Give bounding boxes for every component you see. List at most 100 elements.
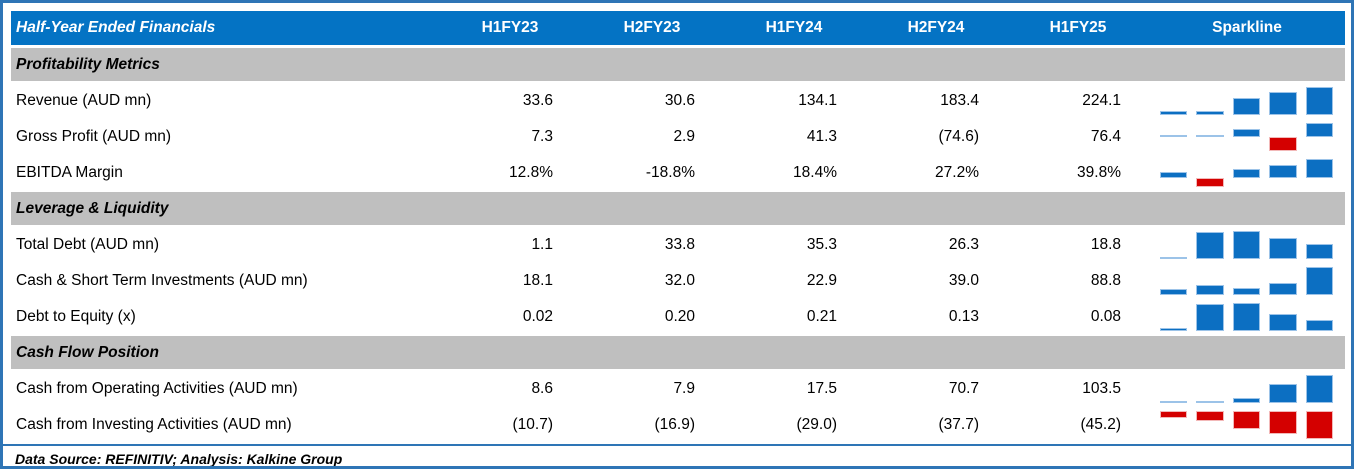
sparkline-bar-positive	[1196, 110, 1224, 115]
sparkline-chart	[1149, 374, 1345, 403]
sparkline-bar-positive	[1269, 383, 1297, 403]
sparkline-chart	[1149, 86, 1345, 115]
sparkline-bar-positive	[1196, 400, 1224, 403]
sparkline-bar-positive	[1305, 266, 1334, 295]
value-cell: 8.6	[531, 379, 553, 397]
table-row-ebitda-margin: EBITDA Margin 12.8% -18.8% 18.4% 27.2% 3…	[11, 156, 1345, 189]
value-cell: 35.3	[806, 235, 837, 253]
sparkline-bar-positive	[1196, 284, 1224, 295]
row-label: Cash & Short Term Investments (AUD mn)	[16, 271, 308, 289]
value-cell: -18.8%	[645, 163, 695, 181]
sparkline-bar-positive	[1305, 86, 1334, 115]
column-header-h1fy23: H1FY23	[481, 19, 539, 36]
value-cell: 134.1	[798, 91, 837, 109]
row-label: Total Debt (AUD mn)	[16, 235, 159, 253]
sparkline-bar-positive	[1232, 168, 1261, 178]
value-cell: 183.4	[940, 91, 979, 109]
sparkline-bar-positive	[1160, 327, 1188, 331]
footer-divider	[3, 444, 1351, 446]
value-cell: 33.8	[664, 235, 695, 253]
value-cell: 88.8	[1090, 271, 1121, 289]
table-header-row: Half-Year Ended Financials H1FY23 H2FY23…	[11, 11, 1345, 45]
value-cell: 103.5	[1082, 379, 1121, 397]
table-row-total-debt: Total Debt (AUD mn) 1.1 33.8 35.3 26.3 1…	[11, 228, 1345, 261]
sparkline-chart	[1149, 230, 1345, 259]
sparkline-bar-positive	[1196, 303, 1224, 331]
section-header-cash-flow-position: Cash Flow Position	[11, 336, 1345, 369]
value-cell: 1.1	[531, 235, 553, 253]
sparkline-bar-positive	[1305, 374, 1334, 403]
sparkline-bar-negative	[1269, 410, 1297, 434]
section-title: Leverage & Liquidity	[16, 199, 169, 217]
sparkline-chart	[1149, 410, 1345, 439]
sparkline-bar-negative	[1269, 136, 1297, 151]
sparkline-bar-positive	[1305, 319, 1334, 331]
value-cell: 22.9	[806, 271, 837, 289]
column-header-h2fy23: H2FY23	[623, 19, 681, 36]
sparkline-bar-positive	[1305, 122, 1334, 137]
sparkline-bar-positive	[1232, 302, 1261, 331]
value-cell: 39.0	[948, 271, 979, 289]
sparkline-bar-negative	[1196, 177, 1224, 187]
sparkline-bar-positive	[1269, 313, 1297, 331]
value-cell: 17.5	[806, 379, 837, 397]
column-header-sparkline: Sparkline	[1212, 19, 1282, 36]
value-cell: (16.9)	[654, 415, 696, 433]
value-cell: 41.3	[806, 127, 837, 145]
section-title: Profitability Metrics	[16, 55, 160, 73]
value-cell: 30.6	[664, 91, 695, 109]
sparkline-bar-positive	[1196, 134, 1224, 137]
sparkline-bar-positive	[1232, 97, 1261, 115]
table-row-debt-to-equity: Debt to Equity (x) 0.02 0.20 0.21 0.13 0…	[11, 300, 1345, 333]
value-cell: 18.1	[522, 271, 553, 289]
sparkline-bar-positive	[1160, 400, 1188, 403]
value-cell: (29.0)	[796, 415, 838, 433]
sparkline-bar-positive	[1232, 128, 1261, 137]
sparkline-bar-positive	[1160, 171, 1188, 178]
value-cell: (74.6)	[938, 127, 980, 145]
value-cell: (10.7)	[512, 415, 554, 433]
value-cell: 2.9	[673, 127, 695, 145]
table-row-revenue: Revenue (AUD mn) 33.6 30.6 134.1 183.4 2…	[11, 84, 1345, 117]
sparkline-bar-negative	[1196, 410, 1224, 421]
sparkline-bar-positive	[1160, 134, 1188, 137]
row-label: EBITDA Margin	[16, 163, 123, 181]
value-cell: 27.2%	[935, 163, 979, 181]
value-cell: 18.8	[1090, 235, 1121, 253]
value-cell: 7.9	[673, 379, 695, 397]
data-source-note: Data Source: REFINITIV; Analysis: Kalkin…	[15, 451, 343, 467]
sparkline-bar-negative	[1305, 410, 1334, 439]
value-cell: 0.20	[664, 307, 695, 325]
table-row-cash-investing: Cash from Investing Activities (AUD mn) …	[11, 408, 1345, 441]
value-cell: 18.4%	[793, 163, 837, 181]
sparkline-bar-negative	[1232, 410, 1261, 429]
row-label: Revenue (AUD mn)	[16, 91, 152, 109]
section-title: Cash Flow Position	[16, 343, 159, 361]
value-cell: 26.3	[948, 235, 979, 253]
section-header-leverage-liquidity: Leverage & Liquidity	[11, 192, 1345, 225]
value-cell: 0.13	[948, 307, 979, 325]
sparkline-bar-positive	[1160, 110, 1188, 115]
sparkline-bar-positive	[1305, 243, 1334, 259]
section-header-profitability: Profitability Metrics	[11, 48, 1345, 81]
sparkline-bar-positive	[1305, 158, 1334, 178]
value-cell: 33.6	[522, 91, 553, 109]
sparkline-bar-positive	[1196, 231, 1224, 259]
column-header-h1fy24: H1FY24	[765, 19, 823, 36]
value-cell: 0.02	[522, 307, 553, 325]
value-cell: 7.3	[531, 127, 553, 145]
row-label: Debt to Equity (x)	[16, 307, 136, 325]
value-cell: 39.8%	[1077, 163, 1121, 181]
sparkline-chart	[1149, 266, 1345, 295]
value-cell: 0.21	[806, 307, 837, 325]
value-cell: (37.7)	[938, 415, 980, 433]
value-cell: 0.08	[1090, 307, 1121, 325]
table-row-gross-profit: Gross Profit (AUD mn) 7.3 2.9 41.3 (74.6…	[11, 120, 1345, 153]
sparkline-bar-positive	[1269, 164, 1297, 178]
sparkline-bar-positive	[1232, 287, 1261, 295]
row-label: Cash from Operating Activities (AUD mn)	[16, 379, 298, 397]
sparkline-chart	[1149, 158, 1345, 187]
table-title: Half-Year Ended Financials	[16, 19, 216, 36]
sparkline-bar-positive	[1160, 288, 1188, 295]
